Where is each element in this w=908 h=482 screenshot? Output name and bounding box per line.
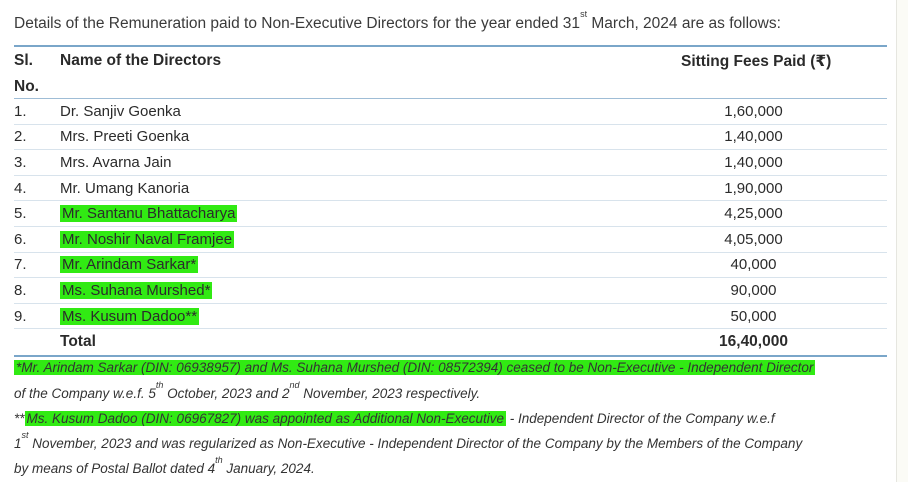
footnote-1-line-1: *Mr. Arindam Sarkar (DIN: 06938957) and … (14, 360, 816, 375)
row-sl: 2. (14, 124, 60, 151)
row-director-name: Ms. Suhana Murshed* (60, 277, 620, 304)
row-director-name: Dr. Sanjiv Goenka (60, 99, 620, 125)
table-row: 1. Dr. Sanjiv Goenka 1,60,000 (14, 99, 887, 125)
header-sl: Sl. (14, 52, 33, 69)
header-sl-no: No. (14, 78, 39, 95)
row-sitting-fees: 4,05,000 (620, 226, 887, 253)
total-fees: 16,40,000 (620, 328, 887, 358)
row-sl: 5. (14, 200, 60, 227)
table-row: 9. Ms. Kusum Dadoo** 50,000 (14, 303, 887, 330)
row-director-name: Mr. Santanu Bhattacharya (60, 200, 620, 227)
row-sl: 4. (14, 175, 60, 202)
header-name: Name of the Directors (60, 52, 222, 69)
director-name-text: Mr. Santanu Bhattacharya (60, 205, 238, 223)
director-name-text: Mrs. Avarna Jain (60, 153, 172, 171)
total-row: Total 16,40,000 (14, 328, 887, 358)
table-row: 2. Mrs. Preeti Goenka 1,40,000 (14, 124, 887, 151)
row-director-name: Mrs. Avarna Jain (60, 149, 620, 176)
table-top-rule (14, 45, 887, 47)
row-director-name: Ms. Kusum Dadoo** (60, 303, 620, 330)
table-row: 7. Mr. Arindam Sarkar* 40,000 (14, 252, 887, 279)
row-sl: 6. (14, 226, 60, 253)
row-director-name: Mrs. Preeti Goenka (60, 124, 620, 151)
intro-text: Details of the Remuneration paid to Non-… (14, 8, 781, 32)
row-sl: 1. (14, 99, 60, 125)
director-name-text: Ms. Kusum Dadoo** (60, 307, 200, 325)
row-sitting-fees: 1,40,000 (620, 149, 887, 176)
director-name-text: Ms. Suhana Murshed* (60, 281, 213, 299)
row-sitting-fees: 50,000 (620, 303, 887, 330)
director-name-text: Dr. Sanjiv Goenka (60, 102, 181, 120)
total-sl (14, 328, 60, 358)
row-sitting-fees: 1,40,000 (620, 124, 887, 151)
remuneration-table: 1. Dr. Sanjiv Goenka 1,60,000 2. Mrs. Preeti… (14, 99, 887, 358)
row-director-name: Mr. Umang Kanoria (60, 175, 620, 202)
director-name-text: Mr. Umang Kanoria (60, 179, 190, 197)
table-row: 6. Mr. Noshir Naval Framjee 4,05,000 (14, 226, 887, 253)
row-director-name: Mr. Noshir Naval Framjee (60, 226, 620, 253)
footnote-2-line-2: 1st November, 2023 and was regularized a… (14, 429, 803, 451)
row-director-name: Mr. Arindam Sarkar* (60, 252, 620, 279)
row-sitting-fees: 1,60,000 (620, 99, 887, 125)
total-label: Total (60, 328, 620, 358)
footnote-1-line-2: of the Company w.e.f. 5th October, 2023 … (14, 379, 481, 401)
table-row: 5. Mr. Santanu Bhattacharya 4,25,000 (14, 200, 887, 227)
director-name-text: Mr. Noshir Naval Framjee (60, 230, 235, 248)
table-row: 4. Mr. Umang Kanoria 1,90,000 (14, 175, 887, 202)
row-sl: 3. (14, 149, 60, 176)
row-sitting-fees: 40,000 (620, 252, 887, 279)
footnote-2-line-3: by means of Postal Ballot dated 4th Janu… (14, 454, 315, 476)
row-sl: 9. (14, 303, 60, 330)
table-row: 3. Mrs. Avarna Jain 1,40,000 (14, 149, 887, 176)
table-row: 8. Ms. Suhana Murshed* 90,000 (14, 277, 887, 304)
row-sitting-fees: 4,25,000 (620, 200, 887, 227)
row-sl: 8. (14, 277, 60, 304)
director-name-text: Mrs. Preeti Goenka (60, 128, 190, 146)
footnote-2-line-1: ** Ms. Kusum Dadoo (DIN: 06967827) was ap… (14, 411, 775, 426)
header-fees: Sitting Fees Paid (₹) (681, 53, 832, 70)
header-rule (14, 98, 887, 99)
director-name-text: Mr. Arindam Sarkar* (60, 256, 199, 274)
row-sl: 7. (14, 252, 60, 279)
row-sitting-fees: 1,90,000 (620, 175, 887, 202)
row-sitting-fees: 90,000 (620, 277, 887, 304)
